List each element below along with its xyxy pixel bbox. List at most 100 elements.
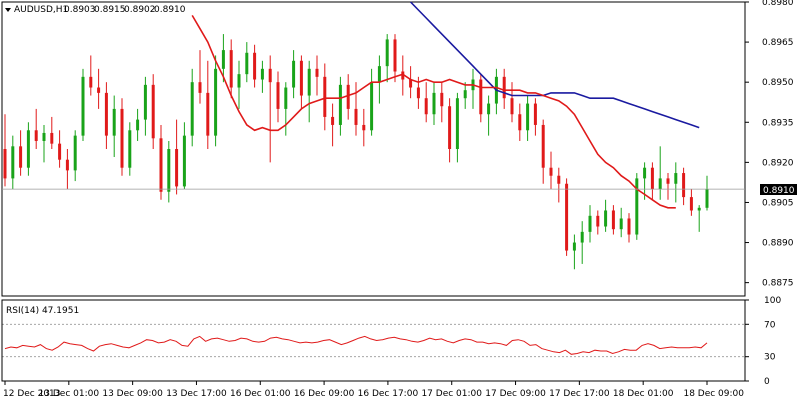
candle-body [292,60,296,88]
candle-body [307,68,311,96]
candle-body [268,68,272,83]
candle-body [588,215,592,232]
time-tick-label: 13 Dec 09:00 [102,389,163,399]
candle-body [26,130,30,168]
moving-average-lines [191,1,700,209]
rsi-line [4,335,708,355]
candle-body [104,92,108,136]
candle-body [518,114,522,131]
candle-body [510,98,514,115]
candle-body [689,197,693,211]
candle-body [463,90,467,99]
candle-body [705,189,709,208]
candle-body [377,66,381,83]
candle-body [159,138,163,192]
candle-body [58,143,62,160]
candle-body [136,119,140,131]
candle-body [658,178,662,190]
price-tick-label: 0.8935 [762,118,794,128]
header-symbol: AUDUSD,H1 [14,5,68,15]
price-tick-label: 0.8890 [762,239,794,249]
price-tick-label: 0.8920 [762,158,794,168]
candle-body [674,173,678,184]
rsi-grid [2,323,745,358]
candle-body [175,149,179,187]
candle-body [424,98,428,115]
candle-body [627,218,631,235]
candle-body [697,207,701,211]
price-tick-label: 0.8875 [762,279,794,289]
candle-body [198,82,202,93]
candle-body [401,71,405,80]
candle-body [354,108,358,125]
candle-body [73,135,77,171]
candle-body [643,167,647,179]
candle-body [440,92,444,107]
time-tick-label: 16 Dec 01:00 [230,389,291,399]
candle-body [479,79,483,115]
candle-body [619,218,623,230]
candle-body [245,52,249,75]
time-tick-label: 18 Dec 01:00 [613,389,674,399]
price-tick-label: 0.8905 [762,198,794,208]
candle-body [370,82,374,131]
candle-body [81,76,85,136]
time-tick-label: 16 Dec 17:00 [358,389,419,399]
ma-fast-line [191,14,676,209]
rsi-tick-label: 100 [764,296,781,306]
candle-body [299,60,303,96]
candle-body [416,87,420,99]
candle-body [34,130,38,141]
candle-body [120,108,124,168]
header-open: 0.8903 [64,5,96,15]
rsi-plot-frame [1,299,746,382]
rsi-series [4,335,708,355]
candle-body [315,68,319,77]
time-tick-label: 13 Dec 01:00 [39,389,100,399]
candle-body [206,92,210,136]
current-price-badge: 0.8910 [760,184,797,196]
rsi-tick-label: 70 [764,320,776,330]
candle-body [455,98,459,149]
candle-body [448,106,452,149]
candle-body [362,124,366,131]
candle-body [526,103,530,131]
candle-body [682,173,686,198]
candle-body [112,108,116,136]
candle-body [604,210,608,227]
candle-body [190,82,194,136]
candle-body [253,52,257,80]
candle-body [572,242,576,251]
candle-body [167,149,171,192]
rsi-tick-label: 0 [764,377,770,387]
candle-body [596,215,600,227]
header-low: 0.8902 [124,5,156,15]
candle-body [666,178,670,184]
header-close: 0.8910 [154,5,186,15]
candle-body [214,68,218,136]
candle-body [128,130,132,168]
price-tick-label: 0.8950 [762,78,794,88]
price-tick-label: 0.8980 [762,0,794,8]
candle-body [237,74,241,88]
ma-slow-line [410,1,700,129]
candle-body [557,175,561,184]
candle-body [635,178,639,235]
candle-body [11,146,15,179]
candle-body [3,149,7,179]
candle-body [276,82,280,109]
candle-body [541,124,545,168]
candle-body [580,231,584,243]
candle-body [89,76,93,88]
candlestick-series [3,34,709,270]
main-plot-frame [1,1,746,297]
time-tick-label: 16 Dec 09:00 [294,389,355,399]
candle-body [611,210,615,230]
candle-body [331,116,335,125]
price-tick-label: 0.8965 [762,38,794,48]
candle-body [143,84,147,120]
candle-body [19,146,23,168]
